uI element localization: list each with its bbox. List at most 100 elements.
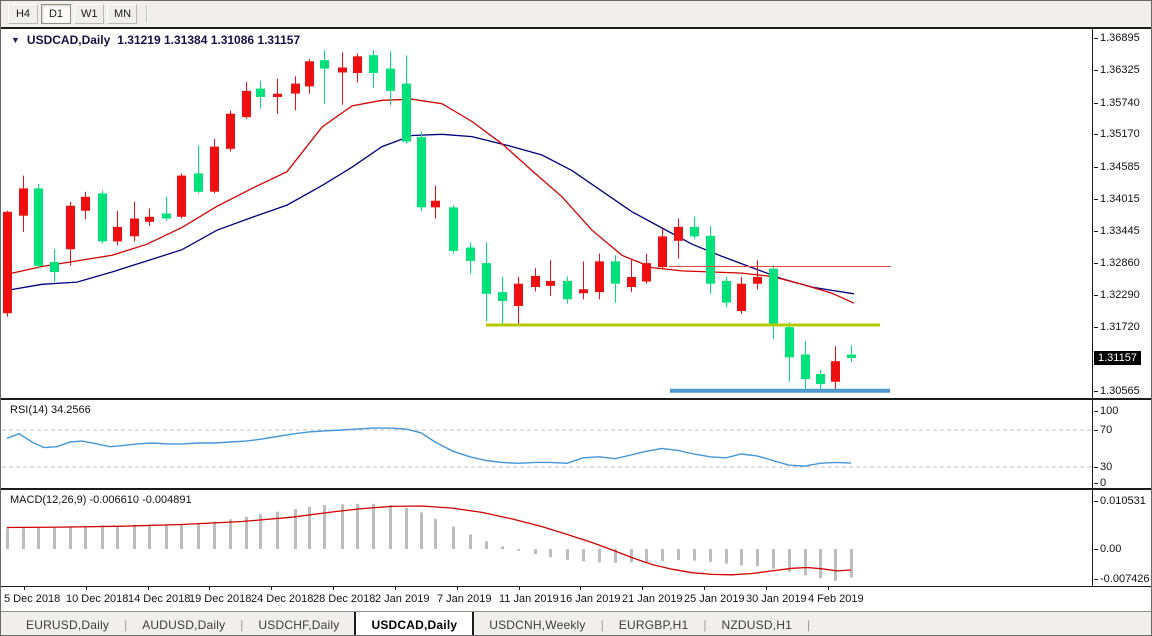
candle-bearish xyxy=(785,322,794,382)
tab-separator: | xyxy=(600,617,604,632)
date-label: 5 Dec 2018 xyxy=(4,593,61,605)
candle-bullish xyxy=(831,346,840,392)
ma-red-line xyxy=(6,98,855,304)
candle-bearish xyxy=(498,277,507,326)
candle-bullish xyxy=(305,59,314,94)
timeframe-button-h4[interactable]: H4 xyxy=(8,4,38,24)
candle-bearish xyxy=(386,51,395,106)
timeframe-button-w1[interactable]: W1 xyxy=(74,4,104,24)
chart-tab-usdchf-daily[interactable]: USDCHF,Daily xyxy=(258,617,340,632)
candle-bullish xyxy=(579,261,588,300)
macd-indicator-label: MACD(12,26,9) -0.006610 -0.004891 xyxy=(10,494,192,506)
date-tick xyxy=(580,587,581,590)
candle-bearish xyxy=(369,50,378,89)
candle-bullish xyxy=(642,253,651,284)
date-label: 21 Jan 2019 xyxy=(622,593,683,605)
candle-bearish xyxy=(466,242,475,274)
timeframe-button-mn[interactable]: MN xyxy=(107,4,137,24)
candle-bullish xyxy=(753,260,762,290)
date-label: 24 Dec 2018 xyxy=(251,593,314,605)
price-axis-border xyxy=(1092,27,1093,587)
toolbar-separator xyxy=(146,5,148,23)
date-label: 30 Jan 2019 xyxy=(746,593,807,605)
candle-bullish xyxy=(273,78,282,114)
date-tick xyxy=(704,587,705,590)
date-tick xyxy=(24,587,25,590)
candle-bullish xyxy=(66,201,75,266)
candle-bullish xyxy=(627,260,636,293)
price-tick-label: 1.31720 xyxy=(1094,321,1140,333)
date-tick xyxy=(86,587,87,590)
candle-bullish xyxy=(737,277,746,314)
candle-bearish xyxy=(98,190,107,244)
candle-bullish xyxy=(595,253,604,300)
candle-bullish xyxy=(177,173,186,219)
date-label: 14 Dec 2018 xyxy=(128,593,191,605)
date-tick xyxy=(519,587,520,590)
candle-bearish xyxy=(769,265,778,339)
rsi-scale-label: 30 xyxy=(1093,461,1113,473)
symbol-dropdown-icon[interactable]: ▼ xyxy=(11,35,20,45)
tab-separator: | xyxy=(703,617,707,632)
candle-bearish xyxy=(482,242,491,322)
chart-window xyxy=(1,27,1151,612)
candle-bullish xyxy=(242,82,251,119)
date-tick xyxy=(333,587,334,590)
candle-bearish xyxy=(690,216,699,239)
price-scale[interactable]: 1.36895 1.36325 1.35740 1.35170 1.34585 1.340… xyxy=(1093,1,1151,612)
price-tick-label: 1.30565 xyxy=(1094,385,1140,397)
macd-scale-label: 0.010531 xyxy=(1094,495,1146,507)
candle-bearish xyxy=(417,132,426,211)
date-label: 16 Jan 2019 xyxy=(560,593,621,605)
candle-bearish xyxy=(449,205,458,254)
date-tick xyxy=(148,587,149,590)
date-tick xyxy=(642,587,643,590)
date-label: 19 Dec 2018 xyxy=(189,593,252,605)
candle-bullish xyxy=(431,185,440,219)
timeframe-button-d1[interactable]: D1 xyxy=(41,4,71,24)
price-tick-label: 1.35740 xyxy=(1094,97,1140,109)
chart-title: ▼ USDCAD,Daily 1.31219 1.31384 1.31086 1… xyxy=(11,33,300,47)
rsi-line xyxy=(6,427,852,467)
rsi-canvas[interactable] xyxy=(2,400,1092,488)
timeframe-toolbar: H4 D1 W1 MN xyxy=(1,1,1151,27)
tab-separator: | xyxy=(240,617,244,632)
candle-bullish xyxy=(113,210,122,246)
chart-tab-usdcad-daily[interactable]: USDCAD,Daily xyxy=(354,612,475,635)
candle-bullish xyxy=(531,268,540,292)
chart-tab-nzdusd-h1[interactable]: NZDUSD,H1 xyxy=(721,617,792,632)
candle-bullish xyxy=(3,210,12,317)
candle-bullish xyxy=(291,76,300,111)
panel-divider-rsi-macd[interactable] xyxy=(1,488,1151,490)
candle-bullish xyxy=(226,110,235,152)
candle-bearish xyxy=(611,255,620,303)
candle-bullish xyxy=(658,228,667,269)
macd-scale-label: -0.007426 xyxy=(1094,573,1150,585)
main-chart-canvas[interactable] xyxy=(2,29,1092,398)
candle-bearish xyxy=(194,145,203,194)
chart-tab-eurusd-daily[interactable]: EURUSD,Daily xyxy=(26,617,110,632)
candle-bullish xyxy=(514,277,523,326)
candle-bearish xyxy=(801,341,810,393)
macd-canvas[interactable] xyxy=(2,490,1092,586)
date-tick xyxy=(766,587,767,590)
candle-bearish xyxy=(402,55,411,144)
price-tick-label: 1.32290 xyxy=(1094,289,1140,301)
date-axis-border xyxy=(1,611,1151,612)
date-tick xyxy=(209,587,210,590)
chart-symbol-label: USDCAD,Daily xyxy=(26,33,111,47)
chart-tab-eurgbp-h1[interactable]: EURGBP,H1 xyxy=(618,617,689,632)
rsi-indicator-label: RSI(14) 34.2566 xyxy=(10,404,91,416)
candle-bullish xyxy=(130,201,139,242)
candle-bullish xyxy=(145,208,154,226)
chart-tab-audusd-daily[interactable]: AUDUSD,Daily xyxy=(142,617,226,632)
chart-tab-usdcnh-weekly[interactable]: USDCNH,Weekly xyxy=(489,617,586,632)
macd-signal-line xyxy=(6,505,852,576)
current-price-tag: 1.31157 xyxy=(1094,351,1141,365)
candle-bearish xyxy=(320,50,329,104)
date-axis[interactable]: 5 Dec 2018 10 Dec 2018 14 Dec 2018 19 Dec 2… xyxy=(2,587,1091,611)
tab-separator: | xyxy=(124,617,128,632)
candle-bearish xyxy=(816,369,825,392)
panel-divider-main-rsi[interactable] xyxy=(1,398,1151,400)
